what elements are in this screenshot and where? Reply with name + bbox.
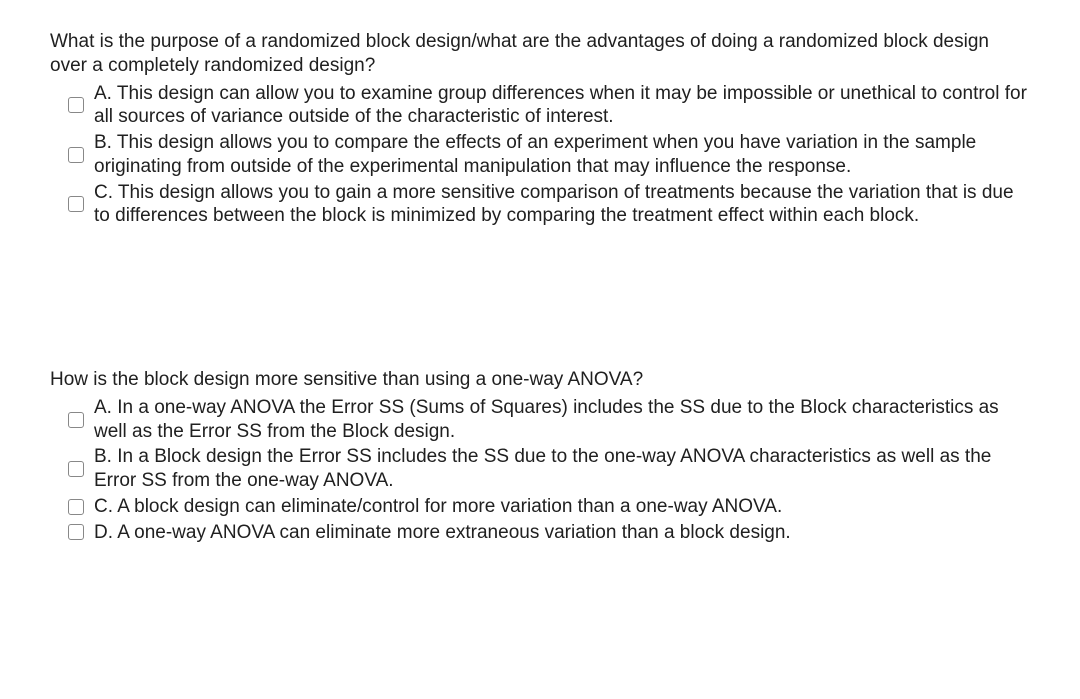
- question-2-option-b-row: B. In a Block design the Error SS includ…: [50, 445, 1030, 493]
- question-1-option-a-row: A. This design can allow you to examine …: [50, 82, 1030, 130]
- question-1-option-b-text: B. This design allows you to compare the…: [94, 131, 1030, 179]
- question-1-option-c-text: C. This design allows you to gain a more…: [94, 181, 1030, 229]
- question-1-option-c-row: C. This design allows you to gain a more…: [50, 181, 1030, 229]
- question-2-option-c-text: C. A block design can eliminate/control …: [94, 495, 1030, 519]
- question-2-block: How is the block design more sensitive t…: [50, 368, 1030, 544]
- question-1-option-c-checkbox[interactable]: [68, 196, 84, 212]
- question-1-option-a-checkbox[interactable]: [68, 97, 84, 113]
- question-2-option-c-checkbox[interactable]: [68, 499, 84, 515]
- question-2-prompt: How is the block design more sensitive t…: [50, 368, 1030, 392]
- question-1-option-a-text: A. This design can allow you to examine …: [94, 82, 1030, 130]
- question-2-option-a-text: A. In a one-way ANOVA the Error SS (Sums…: [94, 396, 1030, 444]
- question-2-option-d-row: D. A one-way ANOVA can eliminate more ex…: [50, 521, 1030, 545]
- question-2-option-b-checkbox[interactable]: [68, 461, 84, 477]
- question-2-option-b-text: B. In a Block design the Error SS includ…: [94, 445, 1030, 493]
- question-2-option-d-checkbox[interactable]: [68, 524, 84, 540]
- question-2-option-a-checkbox[interactable]: [68, 412, 84, 428]
- question-1-block: What is the purpose of a randomized bloc…: [50, 30, 1030, 228]
- question-2-option-a-row: A. In a one-way ANOVA the Error SS (Sums…: [50, 396, 1030, 444]
- question-2-option-d-text: D. A one-way ANOVA can eliminate more ex…: [94, 521, 1030, 545]
- question-1-option-b-row: B. This design allows you to compare the…: [50, 131, 1030, 179]
- question-2-option-c-row: C. A block design can eliminate/control …: [50, 495, 1030, 519]
- question-1-option-b-checkbox[interactable]: [68, 147, 84, 163]
- question-1-prompt: What is the purpose of a randomized bloc…: [50, 30, 1030, 78]
